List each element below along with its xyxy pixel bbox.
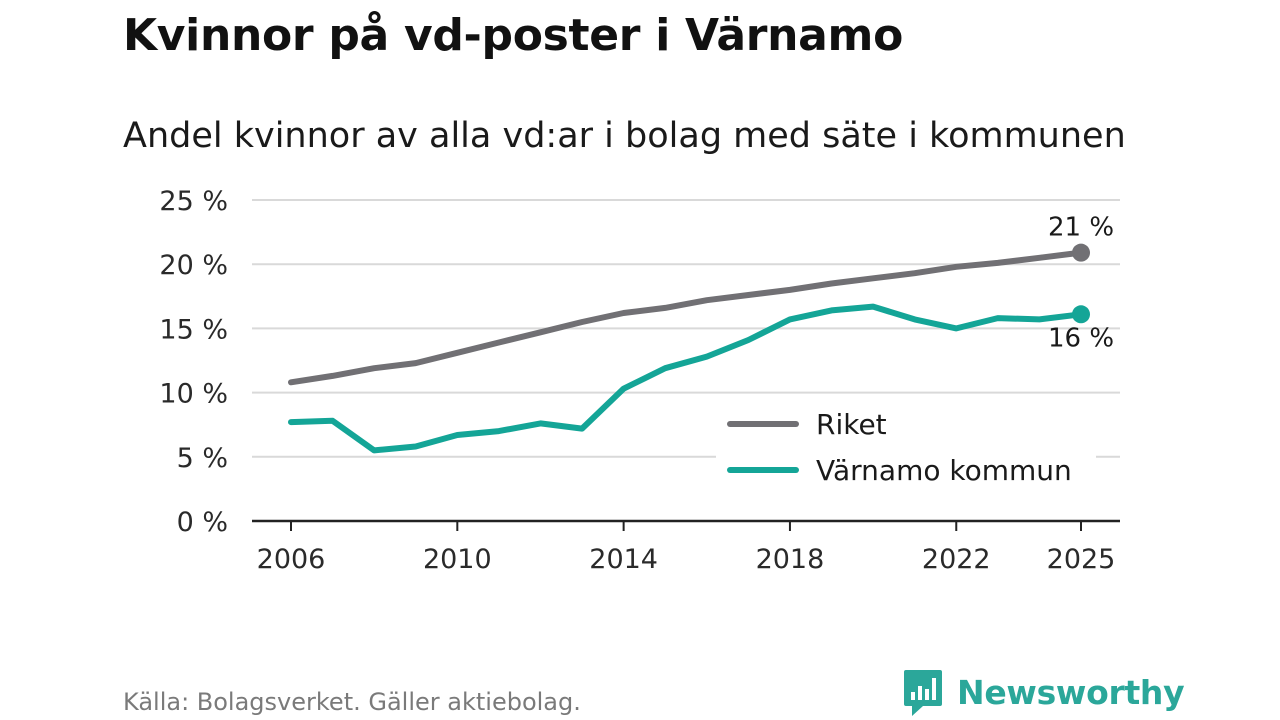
- newsworthy-logo-icon: [904, 670, 942, 716]
- legend: Riket Värnamo kommun: [716, 398, 1096, 498]
- y-tick-label: 10 %: [159, 379, 228, 410]
- brand-name: Newsworthy: [957, 673, 1185, 712]
- x-tick-label: 2018: [756, 544, 825, 575]
- x-tick-label: 2010: [423, 544, 492, 575]
- legend-label-varnamo: Värnamo kommun: [816, 454, 1072, 487]
- x-tick-label: 2022: [922, 544, 991, 575]
- x-tick-label: 2014: [589, 544, 658, 575]
- y-tick-label: 25 %: [159, 186, 228, 217]
- series-lines: [288, 243, 1090, 454]
- y-tick-label: 0 %: [177, 507, 228, 538]
- brand-logo[interactable]: Newsworthy: [903, 668, 1185, 718]
- series-end-point-riket: [1072, 243, 1090, 262]
- x-axis: 2006 2010 2014 2018 2022 2025: [252, 519, 1120, 575]
- source-note: Källa: Bolagsverket. Gäller aktiebolag.: [123, 688, 581, 716]
- y-axis-ticks: 0 % 5 % 10 % 15 % 20 % 25 %: [159, 186, 228, 538]
- x-tick-label: 2006: [257, 544, 326, 575]
- chart-subtitle: Andel kvinnor av alla vd:ar i bolag med …: [123, 116, 1126, 156]
- series-line-varnamo: [288, 303, 1084, 454]
- legend-background: [716, 398, 1096, 498]
- end-label-varnamo: 16 %: [1048, 323, 1114, 353]
- y-tick-label: 20 %: [159, 250, 228, 281]
- series-end-point-varnamo: [1072, 305, 1090, 324]
- legend-label-riket: Riket: [816, 408, 887, 441]
- page-title: Kvinnor på vd-poster i Värnamo: [123, 10, 904, 61]
- end-labels: 21 % 16 %: [1048, 213, 1114, 354]
- series-line-riket: [288, 249, 1084, 386]
- y-tick-label: 5 %: [177, 443, 228, 474]
- end-label-riket: 21 %: [1048, 213, 1114, 243]
- x-tick-label: 2025: [1047, 544, 1116, 575]
- y-tick-label: 15 %: [159, 314, 228, 345]
